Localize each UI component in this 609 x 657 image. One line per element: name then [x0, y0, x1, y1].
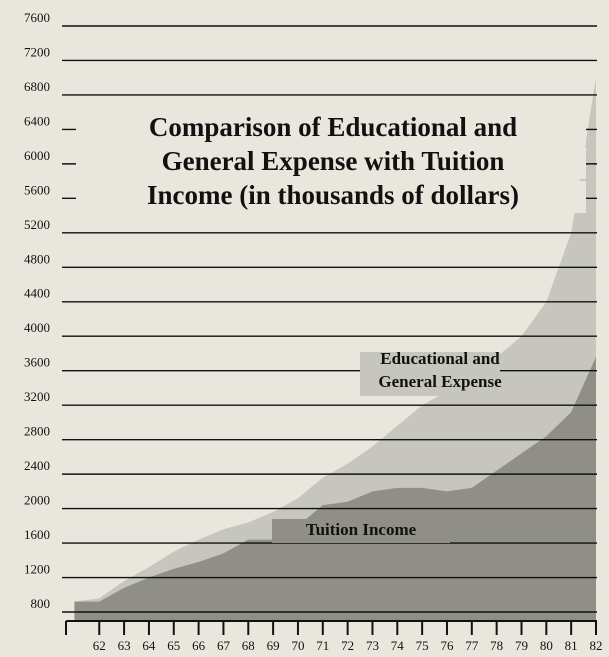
chart-title: Income (in thousands of dollars): [147, 180, 519, 210]
x-tick-label: 71: [316, 638, 329, 653]
chart-title: General Expense with Tuition: [162, 146, 505, 176]
title-backing: [76, 181, 586, 213]
x-tick-label: 74: [391, 638, 405, 653]
y-tick-label: 4000: [24, 320, 50, 335]
y-tick-label: 7200: [24, 44, 50, 59]
title-backing: [76, 147, 586, 179]
x-tick-label: 62: [93, 638, 106, 653]
y-tick-label: 5200: [24, 217, 50, 232]
x-tick-label: 70: [291, 638, 304, 653]
y-tick-label: 5600: [24, 182, 50, 197]
x-tick-label: 66: [192, 638, 206, 653]
annotation-backing: [360, 352, 500, 396]
x-tick-label: 68: [242, 638, 255, 653]
x-tick-label: 63: [118, 638, 131, 653]
y-tick-label: 3600: [24, 355, 50, 370]
y-tick-label: 1200: [24, 562, 50, 577]
x-tick-label: 78: [490, 638, 503, 653]
area: [74, 356, 597, 621]
x-tick-label: 82: [590, 638, 603, 653]
y-tick-label: 2400: [24, 458, 50, 473]
x-tick-label: 69: [267, 638, 280, 653]
x-tick-label: 67: [217, 638, 231, 653]
x-tick-label: 76: [440, 638, 454, 653]
annotation: General Expense: [378, 372, 502, 391]
y-tick-label: 3200: [24, 389, 50, 404]
y-tick-label: 1600: [24, 527, 50, 542]
x-tick-label: 72: [341, 638, 354, 653]
y-tick-label: 2000: [24, 493, 50, 508]
y-tick-label: 6800: [24, 79, 50, 94]
x-tick-label: 73: [366, 638, 379, 653]
y-tick-label: 7600: [24, 10, 50, 25]
y-tick-label: 4800: [24, 251, 50, 266]
y-tick-label: 2800: [24, 424, 50, 439]
y-tick-label: 6400: [24, 113, 50, 128]
y-tick-label: 800: [31, 596, 51, 611]
x-tick-label: 79: [515, 638, 528, 653]
x-tick-label: 75: [416, 638, 429, 653]
annotation: Tuition Income: [306, 520, 417, 539]
title-backing: [76, 113, 586, 145]
x-tick-label: 81: [565, 638, 578, 653]
x-tick-label: 64: [142, 638, 156, 653]
x-tick-label: 77: [465, 638, 479, 653]
x-tick-label: 80: [540, 638, 553, 653]
area: [74, 77, 597, 622]
x-tick-label: 65: [167, 638, 180, 653]
annotation-backing: [272, 519, 450, 543]
y-tick-label: 4400: [24, 286, 50, 301]
annotation: Educational and: [380, 349, 500, 368]
y-tick-label: 6000: [24, 148, 50, 163]
chart-title: Comparison of Educational and: [149, 112, 517, 142]
